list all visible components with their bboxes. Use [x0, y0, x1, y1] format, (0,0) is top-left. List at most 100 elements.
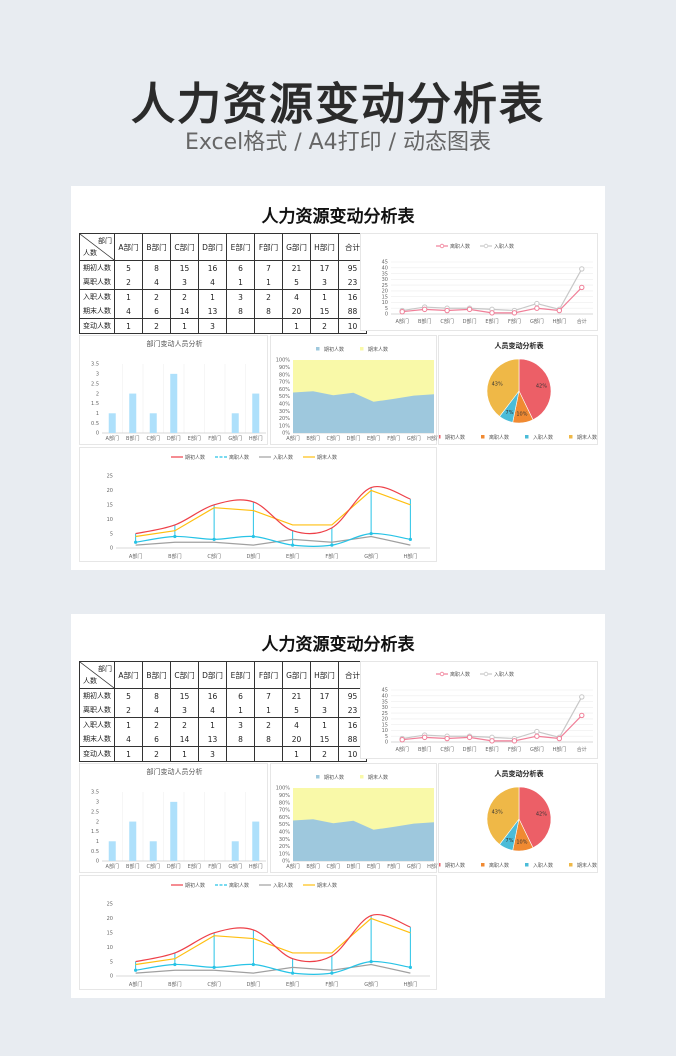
table-cell: 5	[282, 703, 311, 718]
table-cell: 3	[170, 275, 199, 290]
bar	[252, 393, 260, 433]
y-tick-label: 1	[96, 411, 99, 417]
y-tick-label: 3	[96, 800, 99, 806]
chart-title: 部门变动人员分析	[147, 767, 203, 776]
x-tick-label: E部门	[188, 435, 201, 442]
table-cell: 1	[198, 717, 227, 732]
stacked-area-chart-svg: 期初人数 期末人数 0% 10%20%30%40% 50%60%70% 80%90%100…	[276, 346, 441, 442]
y-tick-label: 50%	[279, 822, 290, 828]
x-tick-label: E部门	[286, 981, 299, 988]
table-cell: 4	[114, 304, 143, 319]
table-cell: 15	[310, 304, 339, 319]
slice-label: 42%	[536, 812, 547, 818]
table-cell: 6	[226, 260, 255, 275]
x-tick-label: B部门	[418, 318, 431, 325]
y-tick-label: 100%	[276, 786, 291, 792]
legend-label: 期末人数	[577, 862, 597, 869]
column-header: F部门	[254, 661, 283, 689]
y-tick-label: 80%	[279, 800, 290, 806]
legend-label: 期初人数	[185, 882, 205, 889]
legend-swatch-icon	[437, 863, 441, 867]
x-tick-label: D部门	[167, 435, 181, 442]
series-line	[402, 696, 583, 740]
x-tick-label: C部门	[207, 553, 221, 560]
table-cell: 2	[114, 703, 143, 718]
legend-marker-icon	[439, 243, 445, 249]
y-tick-label: 20%	[279, 844, 290, 850]
data-point	[421, 306, 428, 313]
legend-swatch-icon	[525, 435, 529, 439]
row-label: 离职人数	[79, 703, 115, 718]
x-tick-label: C部门	[147, 435, 161, 442]
x-tick-label: H部门	[552, 318, 566, 325]
x-tick-label: A部门	[129, 981, 142, 988]
row-label: 入职人数	[79, 289, 115, 304]
slice-label: 10%	[516, 412, 527, 418]
table-cell: 2	[142, 717, 171, 732]
pie-slice	[486, 786, 520, 845]
x-tick-label: A部门	[396, 318, 409, 325]
x-tick-label: D部门	[463, 746, 477, 753]
x-tick-label: G部门	[364, 553, 378, 560]
column-header: A部门	[114, 233, 143, 261]
series-line	[135, 485, 411, 535]
legend-swatch-icon	[437, 435, 441, 439]
table-cell: 8	[142, 688, 171, 703]
column-header: C部门	[170, 233, 199, 261]
y-tick-label: 70%	[279, 808, 290, 814]
sheet-title: 人力资源变动分析表	[261, 635, 415, 655]
column-header: H部门	[310, 233, 339, 261]
x-tick-label: F部门	[387, 863, 400, 870]
data-point	[251, 962, 255, 967]
y-tick-label: 20%	[279, 416, 290, 422]
x-tick-label: A部门	[396, 746, 409, 753]
legend-label: 入职人数	[533, 862, 553, 869]
table-cell: 3	[170, 703, 199, 718]
x-tick-label: B部门	[168, 981, 181, 988]
data-point	[251, 534, 255, 539]
x-tick-label: E部门	[485, 746, 498, 753]
data-point	[291, 971, 295, 975]
y-tick-label: 0%	[282, 431, 290, 437]
x-tick-label: B部门	[126, 435, 139, 442]
y-tick-label: 10	[107, 517, 113, 523]
table-cell: 2	[254, 289, 283, 304]
x-tick-label: C部门	[440, 746, 454, 753]
table-cell: 15	[170, 688, 199, 703]
legend-label: 离职人数	[229, 882, 249, 889]
table-cell: 17	[310, 688, 339, 703]
y-tick-label: 5	[110, 959, 113, 965]
x-tick-label: F部门	[208, 435, 221, 442]
pie-slice	[486, 358, 520, 417]
bar	[170, 801, 178, 861]
data-point	[134, 540, 138, 544]
legend-label: 期初人数	[445, 862, 465, 869]
table-cell: 13	[198, 732, 227, 747]
table-cell: 13	[198, 304, 227, 319]
y-tick-label: 15	[382, 722, 388, 728]
table-cell: 2	[142, 289, 171, 304]
bar	[252, 821, 260, 861]
legend-label: 离职人数	[489, 434, 509, 441]
table-cell: 1	[114, 717, 143, 732]
legend-label: 期末人数	[368, 774, 388, 781]
data-point	[173, 534, 177, 539]
table-row: 入职人数 1 2 2 1 3 2 4 1 16	[79, 289, 367, 304]
y-tick-label: 0	[110, 974, 113, 980]
table-header-row: 部门 人数 A部门 B部门 C部门 D部门 E部门 F部门 G部门 H部门 合计	[79, 233, 367, 261]
table-cell: 16	[198, 688, 227, 703]
diagonal-line	[80, 662, 114, 688]
y-tick-label: 15	[107, 931, 113, 937]
y-tick-label: 40%	[279, 830, 290, 836]
data-point	[579, 284, 585, 291]
y-tick-label: 60%	[279, 387, 290, 393]
data-point	[330, 543, 334, 547]
table-cell: 1	[282, 318, 311, 334]
y-tick-label: 25	[107, 902, 113, 908]
table-cell: 15	[310, 732, 339, 747]
y-tick-label: 3.5	[91, 362, 99, 368]
y-tick-label: 10%	[279, 851, 290, 857]
row-label: 期末人数	[79, 732, 115, 747]
table-cell: 20	[282, 304, 311, 319]
